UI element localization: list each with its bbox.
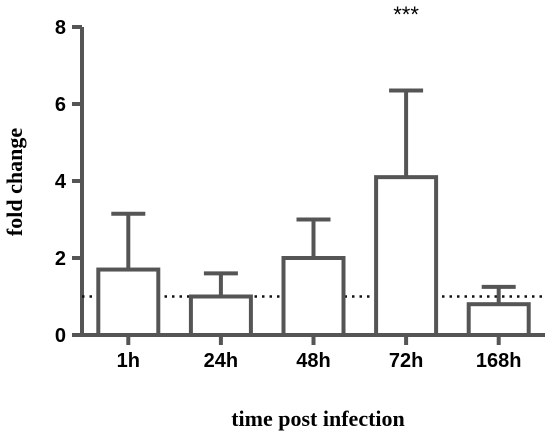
significance-annotation: ***	[393, 2, 419, 27]
bar-24h	[188, 294, 253, 337]
x-tick-label-168h: 168h	[476, 350, 522, 372]
x-tick-label-72h: 72h	[389, 350, 423, 372]
x-tick-label-24h: 24h	[204, 350, 238, 372]
x-axis-title: time post infection	[231, 406, 405, 431]
x-tick-label-1h: 1h	[117, 350, 140, 372]
bar-72h	[374, 175, 439, 337]
y-tick-label: 2	[55, 248, 66, 270]
y-axis-title: fold change	[2, 128, 27, 236]
bar-168h	[466, 302, 531, 338]
y-tick-label: 4	[55, 171, 67, 193]
plot-area: 0 2 4 6 8 1h 24h 48h 72h 168h ***	[55, 2, 545, 372]
bar-48h	[281, 256, 346, 337]
x-tick-label-48h: 48h	[296, 350, 330, 372]
y-tick-label: 8	[55, 17, 66, 39]
bar-1h	[96, 267, 161, 337]
y-tick-label: 0	[55, 325, 66, 347]
y-tick-label: 6	[55, 94, 66, 116]
